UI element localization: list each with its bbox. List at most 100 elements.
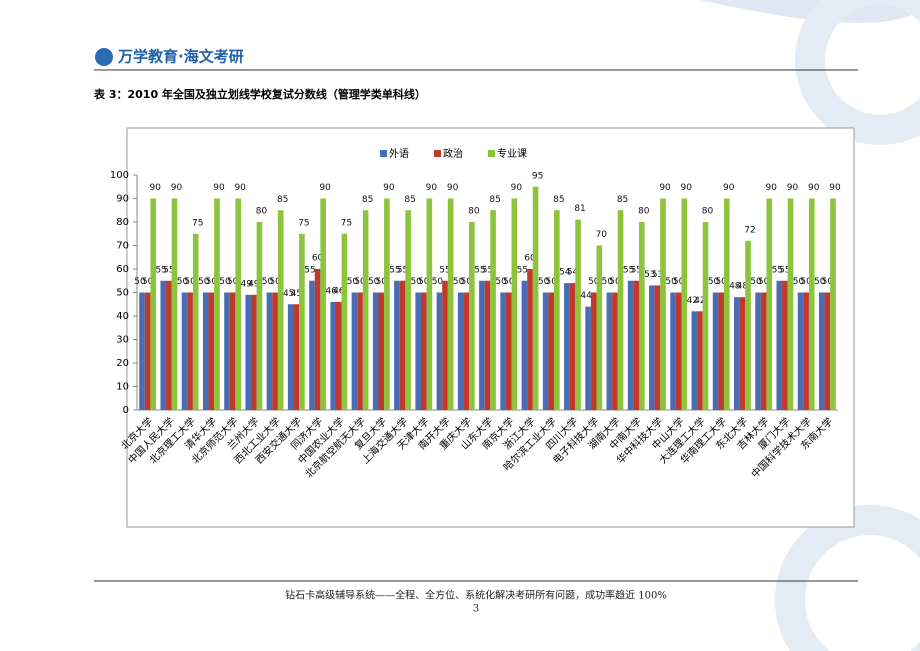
bar [505,292,512,410]
data-label: 50 [262,277,274,287]
data-label: 55 [517,265,528,275]
data-label: 90 [766,183,778,193]
bar [787,198,794,410]
bar [399,280,406,410]
data-label: 50 [347,277,359,287]
y-tick-label: 60 [116,264,129,275]
data-label: 90 [213,183,225,193]
bar [569,283,576,410]
data-label: 90 [171,183,183,193]
data-label: 55 [772,265,783,275]
bar [171,198,178,410]
data-label: 50 [461,277,473,287]
y-tick-label: 30 [116,335,129,346]
bar [378,292,385,410]
bar [755,292,761,410]
bar [760,292,767,410]
legend-swatch [434,150,441,157]
data-label: 45 [291,289,302,299]
bar [384,198,390,410]
bar [447,198,454,410]
bar [436,292,443,410]
y-tick-label: 20 [116,358,129,369]
bar [187,292,193,410]
bar [166,280,172,410]
logo-text: 万学教育·海文考研 [117,48,244,66]
data-label: 55 [474,265,485,275]
bar [782,280,788,410]
bar [585,306,591,410]
data-label: 48 [737,282,749,292]
data-label: 85 [362,195,373,205]
data-label: 50 [134,277,146,287]
bar [548,292,555,410]
data-label: 50 [602,277,614,287]
data-label: 90 [723,183,735,193]
bar [681,198,688,410]
data-label: 46 [325,286,337,296]
data-label: 50 [814,277,826,287]
data-label: 49 [241,279,253,289]
decoration [775,505,920,651]
data-label: 55 [397,265,408,275]
data-label: 50 [453,277,465,287]
data-label: 50 [715,277,727,287]
data-label: 50 [142,277,154,287]
bar [251,294,257,410]
page-number: 3 [473,604,479,615]
bar [420,292,427,410]
data-label: 50 [750,277,762,287]
bar [606,292,613,410]
bar [272,292,278,410]
bar [554,210,560,410]
data-label: 85 [617,195,628,205]
data-label: 50 [665,277,677,287]
data-label: 46 [333,286,345,296]
bar [818,292,825,410]
data-label: 55 [779,265,790,275]
data-label: 55 [623,265,634,275]
data-label: 42 [687,296,698,306]
data-label: 53 [652,270,663,280]
bar [229,292,236,410]
data-label: 72 [744,225,755,235]
data-label: 49 [248,279,260,289]
data-label: 80 [702,207,714,217]
bar [160,280,167,410]
bar [734,297,740,410]
bar [564,283,570,410]
data-label: 90 [447,183,459,193]
data-label: 45 [283,289,294,299]
bar [596,245,603,410]
bar [590,292,597,410]
y-tick-label: 80 [116,217,129,228]
data-label: 50 [368,277,380,287]
data-label: 70 [596,230,608,240]
bar [617,210,624,410]
data-label: 90 [426,183,438,193]
data-label: 50 [219,277,231,287]
logo-icon [95,48,113,66]
data-label: 50 [538,277,550,287]
bar [712,292,719,410]
data-label: 85 [553,195,564,205]
y-tick-label: 40 [116,311,129,322]
data-label: 50 [822,277,834,287]
data-label: 50 [758,277,770,287]
bar [277,210,284,410]
data-label: 75 [192,218,203,228]
bar [697,311,703,410]
bar [803,292,809,410]
bar [670,292,676,410]
bar [500,292,506,410]
data-label: 50 [793,277,805,287]
data-label: 50 [354,277,366,287]
data-label: 48 [729,282,741,292]
bar [192,233,199,410]
data-label: 85 [404,195,415,205]
data-label: 50 [410,277,422,287]
data-label: 90 [787,183,799,193]
bar [702,222,709,410]
caption: 表 3：2010 年全国及独立划线学校复试分数线（管理学类单科线） [93,87,426,101]
bar [293,304,300,410]
